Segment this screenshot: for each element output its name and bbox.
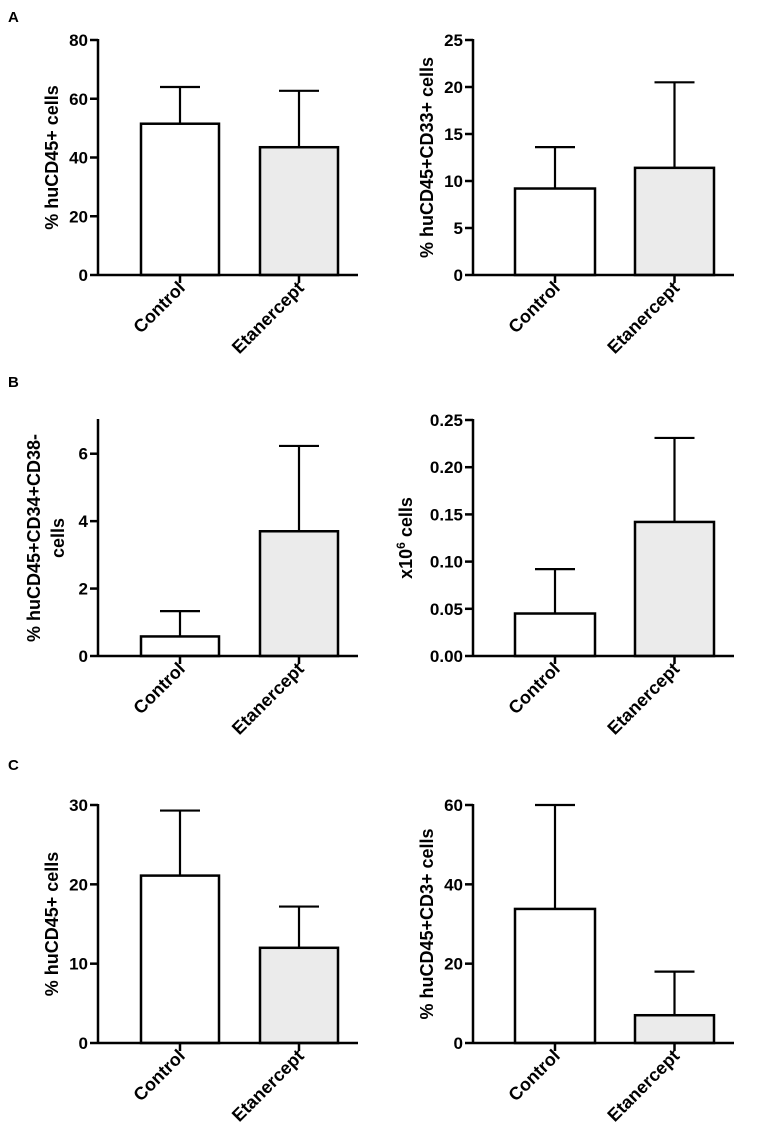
y-tick-label: 0 xyxy=(454,266,463,285)
y-axis-title-line2: cells xyxy=(48,518,68,558)
y-tick-label: 20 xyxy=(69,875,88,894)
bar-control xyxy=(139,122,221,277)
category-label-control: Control xyxy=(504,659,563,718)
category-label-control: Control xyxy=(129,278,188,337)
bar-etanercept xyxy=(258,145,340,277)
y-axis-title: % huCD45+CD3+ cells xyxy=(417,828,437,1019)
bar-control xyxy=(139,635,221,658)
y-tick-label: 20 xyxy=(444,78,463,97)
category-label-etanercept: Etanercept xyxy=(603,1046,683,1126)
panel-letter-a: A xyxy=(8,9,19,26)
chart-2: Control Etanercept 0 5 10 15 20 25 % huCD45+CD33… xyxy=(417,31,734,358)
bar-etanercept xyxy=(258,946,340,1045)
y-tick-label: 2 xyxy=(79,580,88,599)
chart-4: Control Etanercept 0.00 0.05 0.10 0.15 0.20 0.2… xyxy=(394,411,734,739)
y-tick-label: 0.20 xyxy=(430,458,463,477)
bar-etanercept xyxy=(633,166,716,277)
y-tick-label: 30 xyxy=(69,796,88,815)
y-tick-label: 0 xyxy=(79,266,88,285)
category-label-etanercept: Etanercept xyxy=(603,659,683,739)
y-axis-title: x106 cells xyxy=(394,497,416,579)
category-label-etanercept: Etanercept xyxy=(228,278,308,358)
category-label-etanercept: Etanercept xyxy=(603,278,683,358)
bar-control xyxy=(139,874,221,1045)
y-tick-label: 80 xyxy=(69,31,88,50)
y-tick-label: 5 xyxy=(454,219,463,238)
y-tick-label: 0.10 xyxy=(430,553,463,572)
chart-1: Control Etanercept 0 20 40 60 80 % huCD45+ cell… xyxy=(42,31,358,358)
y-axis-title: % huCD45+CD34+CD38- xyxy=(24,434,44,642)
panel-letter-b: B xyxy=(8,374,19,391)
y-axis-title: % huCD45+CD33+ cells xyxy=(417,57,437,258)
category-label-control: Control xyxy=(129,1046,188,1105)
y-tick-label: 60 xyxy=(69,90,88,109)
bar-etanercept xyxy=(633,1013,716,1045)
chart-3: Control Etanercept 0 2 4 6 % huCD45+CD34+CD38-… xyxy=(24,419,358,739)
chart-5: Control Etanercept 0 10 20 30 % huCD45+ cells xyxy=(42,796,358,1126)
category-label-control: Control xyxy=(504,278,563,337)
category-label-control: Control xyxy=(129,659,188,718)
chart-6: Control Etanercept 0 20 40 60 % huCD45+CD3+ ce… xyxy=(417,796,734,1126)
category-label-control: Control xyxy=(504,1046,563,1105)
y-tick-label: 40 xyxy=(69,149,88,168)
y-tick-label: 25 xyxy=(444,31,463,50)
y-tick-label: 10 xyxy=(69,955,88,974)
y-tick-label: 0 xyxy=(454,1034,463,1053)
y-tick-label: 0 xyxy=(79,647,88,666)
y-tick-label: 0.05 xyxy=(430,600,463,619)
y-axis-title: % huCD45+ cells xyxy=(42,85,62,230)
y-tick-label: 10 xyxy=(444,172,463,191)
y-tick-label: 20 xyxy=(69,207,88,226)
y-tick-label: 0 xyxy=(79,1034,88,1053)
y-tick-label: 4 xyxy=(79,512,89,531)
panel-letter-c: C xyxy=(8,757,19,774)
y-tick-label: 0.00 xyxy=(430,647,463,666)
y-tick-label: 60 xyxy=(444,796,463,815)
y-tick-label: 0.15 xyxy=(430,505,463,524)
y-tick-label: 40 xyxy=(444,875,463,894)
y-axis-title: % huCD45+ cells xyxy=(42,852,62,997)
category-label-etanercept: Etanercept xyxy=(228,659,308,739)
y-tick-label: 0.25 xyxy=(430,411,463,430)
bar-control xyxy=(513,612,597,658)
bar-control xyxy=(513,907,597,1045)
category-label-etanercept: Etanercept xyxy=(228,1046,308,1126)
y-tick-label: 15 xyxy=(444,125,463,144)
bar-control xyxy=(513,187,597,277)
bar-etanercept xyxy=(258,530,340,658)
bar-etanercept xyxy=(633,520,716,658)
y-tick-label: 20 xyxy=(444,955,463,974)
y-tick-label: 6 xyxy=(79,445,88,464)
